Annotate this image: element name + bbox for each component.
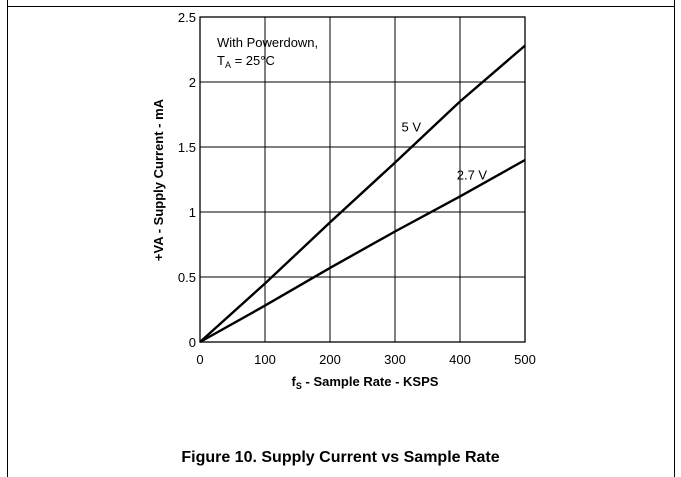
x-tick-label: 200 [319, 352, 341, 367]
x-axis-label: fS - Sample Rate - KSPS [292, 374, 439, 391]
frame-left-border [7, 0, 8, 477]
series-line-1 [199, 158, 526, 344]
y-tick-label: 0 [189, 335, 196, 350]
annotation-line-2: TA = 25°C [217, 53, 275, 70]
supply-current-chart: 0 100 200 300 400 500 0 0.5 1 1.5 2 2.5 5 V 2.7 V W… [151, 10, 536, 391]
y-tick-label: 1.5 [178, 140, 196, 155]
x-tick-label: 0 [196, 352, 203, 367]
y-axis-label: +VA - Supply Current - mA [151, 98, 166, 261]
y-tick-label: 0.5 [178, 270, 196, 285]
figure-caption: Figure 10. Supply Current vs Sample Rate [181, 449, 500, 466]
x-tick-label: 300 [384, 352, 406, 367]
x-tick-label: 100 [254, 352, 276, 367]
plot-area-frame [199, 16, 526, 343]
y-tick-label: 2 [189, 75, 196, 90]
series-labels: 5 V 2.7 V [402, 119, 488, 182]
x-tick-labels: 0 100 200 300 400 500 [196, 352, 535, 367]
frame-top-border [7, 6, 674, 7]
y-tick-labels: 0 0.5 1 1.5 2 2.5 [178, 10, 196, 350]
y-tick-label: 1 [189, 205, 196, 220]
series-line-0 [199, 44, 526, 343]
x-tick-label: 500 [514, 352, 536, 367]
frame-right-border [674, 0, 675, 477]
x-tick-label: 400 [449, 352, 471, 367]
series-lines [199, 44, 526, 344]
y-tick-label: 2.5 [178, 10, 196, 25]
series-label-1: 2.7 V [457, 168, 488, 183]
annotation-line-1: With Powerdown, [217, 35, 318, 50]
series-label-0: 5 V [402, 119, 422, 134]
